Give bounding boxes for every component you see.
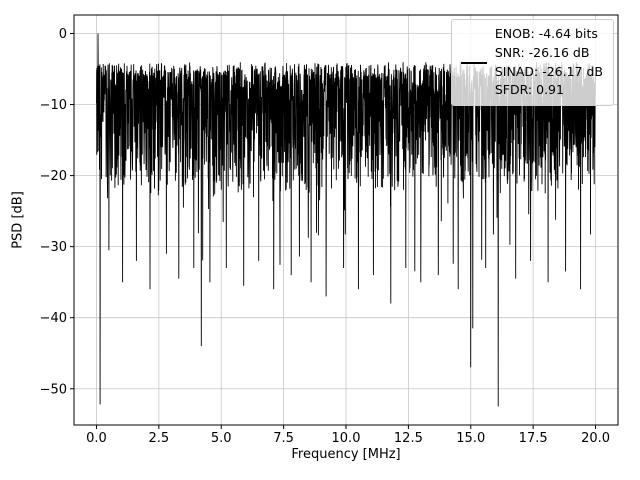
y-tick-label: −40 (40, 311, 67, 326)
x-tick-label: 10.0 (332, 431, 361, 446)
legend: ENOB: -4.64 bits SNR: -26.16 dB SINAD: -… (450, 19, 614, 106)
legend-text-block: ENOB: -4.64 bits SNR: -26.16 dB SINAD: -… (495, 25, 603, 100)
y-axis-label: PSD [dB] (10, 191, 26, 249)
legend-item-sfdr: SFDR: 0.91 (494, 82, 564, 98)
legend-item-snr: SNR: -26.16 dB (494, 44, 590, 60)
x-tick-label: 17.5 (519, 431, 548, 446)
x-axis-label: Frequency [MHz] (291, 447, 401, 462)
y-tick-label: −30 (40, 240, 67, 255)
y-tick-label: −10 (40, 98, 67, 113)
legend-item-sinad: SINAD: -26.17 dB (494, 63, 603, 79)
y-tick-label: −20 (40, 169, 67, 184)
x-tick-label: 0.0 (86, 431, 107, 446)
x-tick-label: 15.0 (456, 431, 485, 446)
x-tick-label: 12.5 (394, 431, 423, 446)
x-tick-label: 2.5 (149, 431, 170, 446)
y-tick-label: 0 (59, 27, 67, 42)
legend-item-enob: ENOB: -4.64 bits (494, 26, 598, 41)
x-tick-label: 20.0 (581, 431, 610, 446)
legend-line-sample-icon (460, 61, 487, 64)
x-tick-label: 5.0 (211, 431, 232, 446)
x-tick-label: 7.5 (273, 431, 294, 446)
y-tick-label: −50 (40, 382, 67, 397)
